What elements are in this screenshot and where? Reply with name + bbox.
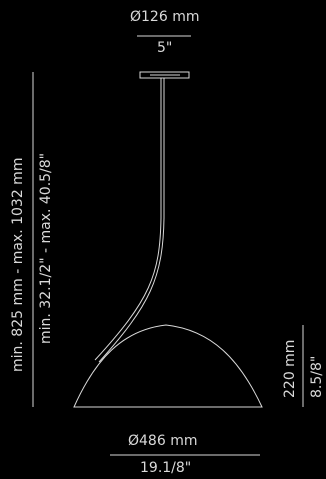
shade-height-inch: 8.5/8" xyxy=(309,355,325,398)
overall-height-inch-label: min. 32.1/2" - max. 40.5/8" xyxy=(38,152,54,344)
top-diameter-mm: Ø126 mm xyxy=(130,9,200,25)
shade-diameter-mm: Ø486 mm xyxy=(128,433,198,449)
shade-diameter-inch: 19.1/8" xyxy=(140,460,192,476)
curved-arm xyxy=(94,130,162,361)
shade-height-mm: 220 mm xyxy=(282,339,298,398)
shade xyxy=(73,324,263,408)
top-diameter-inch: 5" xyxy=(157,40,173,56)
curved-arm-inner xyxy=(98,130,165,363)
overall-height-label: min. 825 mm - max. 1032 mm xyxy=(10,157,26,372)
